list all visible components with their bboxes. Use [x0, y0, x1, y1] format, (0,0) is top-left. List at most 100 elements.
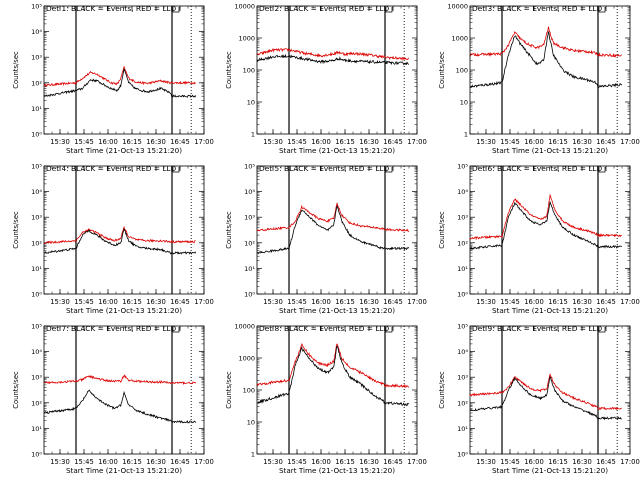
interval-bracket-icon: [172, 327, 180, 333]
y-tick-label: 100: [456, 67, 468, 75]
x-axis-label: Start Time (21-Oct-13 15:21:20): [66, 306, 182, 315]
x-tick-label: 16:15: [548, 298, 568, 306]
interval-bracket-icon: [172, 7, 180, 13]
plot-frame: [469, 5, 631, 135]
series-lld-line: [43, 374, 197, 386]
y-axis-label: Counts/sec: [225, 371, 233, 409]
y-axis-label: Counts/sec: [12, 51, 20, 89]
x-tick-label: 16:45: [383, 138, 403, 146]
y-tick-label: 10²: [31, 399, 42, 407]
x-tick-label: 16:45: [596, 138, 616, 146]
y-tick-label: 10²: [457, 239, 468, 247]
y-axis-label: Counts/sec: [12, 211, 20, 249]
x-tick-label: 15:30: [476, 138, 496, 146]
series-lld-line: [256, 47, 410, 62]
x-tick-label: 17:00: [194, 298, 214, 306]
x-tick-label: 15:45: [287, 138, 307, 146]
y-tick-label: 10²: [457, 399, 468, 407]
x-tick-label: 16:00: [98, 298, 118, 306]
y-tick-label: 10³: [244, 214, 255, 222]
x-tick-label: 15:30: [263, 458, 283, 466]
plot-frame: [256, 325, 418, 455]
x-tick-label: 16:15: [335, 298, 355, 306]
plot-frame: [469, 165, 631, 295]
x-tick-label: 15:30: [476, 458, 496, 466]
y-tick-label: 10¹: [244, 265, 255, 273]
x-tick-label: 15:30: [476, 298, 496, 306]
panel-title: Det 7: BLACK = Events, RED = LLD: [46, 324, 177, 333]
y-tick-label: 10⁴: [457, 348, 468, 356]
y-tick-label: 10000: [447, 3, 468, 11]
x-tick-label: 17:00: [620, 138, 640, 146]
series-lld-line: [469, 373, 622, 411]
x-axis-label: Start Time (21-Oct-13 15:21:20): [66, 146, 182, 155]
x-tick-label: 15:45: [74, 138, 94, 146]
x-tick-label: 15:45: [287, 298, 307, 306]
y-tick-label: 10⁰: [31, 131, 42, 139]
y-tick-label: 10³: [31, 54, 42, 62]
series-events-line: [43, 227, 197, 255]
y-tick-label: 10⁰: [244, 291, 255, 299]
x-tick-label: 16:45: [170, 458, 190, 466]
x-tick-label: 16:30: [146, 458, 166, 466]
x-tick-label: 16:00: [98, 458, 118, 466]
series-lld-line: [469, 193, 622, 241]
y-tick-label: 10⁰: [31, 451, 42, 459]
x-tick-label: 15:45: [74, 458, 94, 466]
y-tick-label: 10²: [31, 79, 42, 87]
x-tick-label: 17:00: [407, 138, 427, 146]
x-tick-label: 16:30: [359, 298, 379, 306]
y-tick-label: 100: [243, 67, 255, 75]
y-tick-label: 10⁰: [457, 451, 468, 459]
x-tick-label: 16:15: [122, 138, 142, 146]
x-tick-label: 15:45: [287, 458, 307, 466]
interval-bracket-icon: [598, 167, 606, 173]
x-tick-label: 16:00: [311, 458, 331, 466]
y-tick-label: 1000: [238, 355, 255, 363]
y-tick-label: 10³: [457, 374, 468, 382]
y-tick-label: 10⁵: [244, 163, 255, 171]
x-tick-label: 16:15: [548, 138, 568, 146]
series-events-line: [469, 375, 622, 421]
panel-det-3: Det 3: BLACK = Events, RED = LLD 1 10 100 10…: [438, 3, 640, 156]
panel-title: Det 6: BLACK = Events, RED = LLD: [472, 164, 603, 173]
interval-bracket-icon: [385, 327, 393, 333]
series-events-line: [469, 31, 623, 89]
x-tick-label: 17:00: [407, 298, 427, 306]
y-tick-label: 10¹: [31, 105, 42, 113]
y-tick-label: 10⁵: [31, 323, 42, 331]
y-tick-label: 10⁰: [457, 291, 468, 299]
x-tick-label: 16:00: [311, 298, 331, 306]
series-events-line: [256, 345, 410, 407]
x-tick-label: 16:30: [146, 138, 166, 146]
y-tick-label: 10⁴: [457, 188, 468, 196]
x-tick-label: 15:30: [263, 298, 283, 306]
x-tick-label: 16:30: [359, 458, 379, 466]
y-tick-label: 10⁴: [31, 28, 42, 36]
y-tick-label: 1000: [451, 35, 468, 43]
panel-det-8: Det 8: BLACK = Events, RED = LLD 1 10 100 10…: [225, 323, 427, 476]
x-axis-label: Start Time (21-Oct-13 15:21:20): [492, 146, 608, 155]
x-axis-label: Start Time (21-Oct-13 15:21:20): [492, 466, 608, 475]
x-tick-label: 17:00: [620, 298, 640, 306]
x-tick-label: 16:45: [596, 458, 616, 466]
x-tick-label: 16:15: [548, 458, 568, 466]
y-tick-label: 10⁴: [31, 348, 42, 356]
x-tick-label: 16:45: [170, 138, 190, 146]
x-tick-label: 16:30: [359, 138, 379, 146]
y-tick-label: 10²: [31, 239, 42, 247]
x-tick-label: 16:15: [122, 458, 142, 466]
x-tick-label: 16:45: [170, 298, 190, 306]
y-tick-label: 10000: [234, 323, 255, 331]
y-axis-label: Counts/sec: [12, 371, 20, 409]
panel-title: Det 4: BLACK = Events, RED = LLD: [46, 164, 177, 173]
y-tick-label: 1: [464, 131, 468, 139]
y-tick-label: 10⁵: [31, 3, 42, 11]
x-tick-label: 17:00: [194, 138, 214, 146]
x-axis-label: Start Time (21-Oct-13 15:21:20): [279, 306, 395, 315]
y-axis-label: Counts/sec: [225, 51, 233, 89]
panel-title: Det 8: BLACK = Events, RED = LLD: [259, 324, 390, 333]
y-tick-label: 10⁴: [244, 188, 255, 196]
panel-title: Det 1: BLACK = Events, RED = LLD: [46, 4, 177, 13]
